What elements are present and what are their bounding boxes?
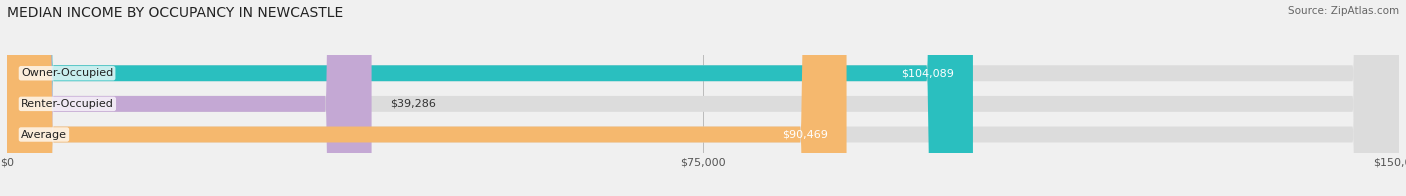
Text: MEDIAN INCOME BY OCCUPANCY IN NEWCASTLE: MEDIAN INCOME BY OCCUPANCY IN NEWCASTLE: [7, 6, 343, 20]
Text: $104,089: $104,089: [901, 68, 955, 78]
FancyBboxPatch shape: [7, 0, 1399, 196]
FancyBboxPatch shape: [7, 0, 1399, 196]
FancyBboxPatch shape: [7, 0, 371, 196]
Text: Average: Average: [21, 130, 67, 140]
FancyBboxPatch shape: [7, 0, 1399, 196]
Text: $90,469: $90,469: [782, 130, 828, 140]
FancyBboxPatch shape: [7, 0, 973, 196]
Text: Renter-Occupied: Renter-Occupied: [21, 99, 114, 109]
Text: Owner-Occupied: Owner-Occupied: [21, 68, 114, 78]
Text: $39,286: $39,286: [389, 99, 436, 109]
FancyBboxPatch shape: [7, 0, 846, 196]
Text: Source: ZipAtlas.com: Source: ZipAtlas.com: [1288, 6, 1399, 16]
